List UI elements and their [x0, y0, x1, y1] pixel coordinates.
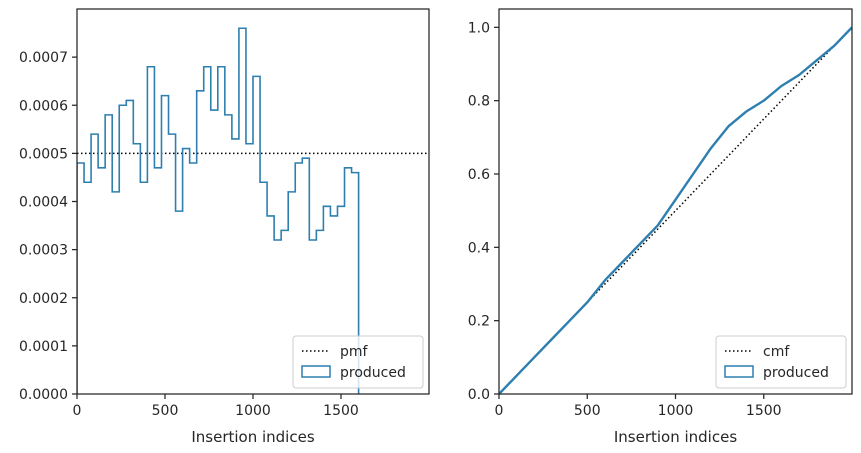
right-y-ticks: 0.0 0.2 0.4 0.6 0.8 1.0	[468, 20, 499, 403]
left-y-tick-label: 0.0003	[19, 243, 68, 259]
left-x-axis-label: Insertion indices	[191, 428, 314, 446]
left-y-tick-label: 0.0001	[19, 339, 68, 355]
right-y-tick-label: 0.0	[468, 387, 490, 403]
right-legend-produced-label: produced	[763, 365, 829, 381]
left-legend: pmf produced	[292, 335, 424, 389]
right-x-tick-label: 1500	[746, 403, 782, 419]
right-x-axis-label: Insertion indices	[614, 428, 737, 446]
right-plot-area	[499, 26, 852, 394]
left-legend-produced-label: produced	[340, 365, 406, 381]
produced-cumulative-line	[499, 26, 852, 394]
right-legend: cmf produced	[715, 335, 847, 389]
left-x-tick-label: 0	[73, 403, 82, 419]
right-x-tick-label: 1000	[658, 403, 694, 419]
right-y-tick-label: 0.8	[468, 94, 490, 110]
left-y-tick-label: 0.0004	[19, 195, 68, 211]
left-legend-produced-swatch	[301, 365, 331, 378]
left-x-tick-label: 1500	[323, 403, 359, 419]
produced-step-histogram	[77, 27, 360, 394]
right-y-tick-label: 1.0	[468, 20, 490, 36]
left-y-ticks: 0.0000 0.0001 0.0002 0.0003 0.0004 0.0005 0.00…	[19, 50, 77, 403]
left-legend-box	[292, 335, 424, 389]
left-y-tick-label: 0.0002	[19, 291, 68, 307]
left-legend-pmf-label: pmf	[340, 344, 369, 360]
left-x-ticks: 0 500 1000 1500	[73, 394, 359, 419]
left-y-tick-label: 0.0006	[19, 98, 68, 114]
left-x-tick-label: 1000	[235, 403, 271, 419]
right-legend-produced-swatch	[724, 365, 754, 378]
right-y-tick-label: 0.2	[468, 314, 490, 330]
right-x-tick-label: 500	[574, 403, 601, 419]
right-x-tick-label: 0	[495, 403, 504, 419]
left-plot-area	[77, 27, 429, 394]
left-histogram-panel: 0 500 1000 1500 0.00000.00010.00020.00030.0…	[19, 8, 430, 446]
left-x-tick-label: 500	[152, 403, 179, 419]
right-legend-cmf-label: cmf	[763, 344, 790, 360]
left-y-tick-label: 0.0005	[19, 146, 68, 162]
right-y-tick-label: 0.6	[468, 167, 490, 183]
right-legend-box	[715, 335, 847, 389]
left-y-tick-label: 0.0007	[19, 50, 68, 66]
right-cumulative-panel: 0 500 1000 1500 0.0 0.2 0.4 0.6 0.8 1.0 Insertio…	[468, 8, 853, 446]
right-x-ticks: 0 500 1000 1500	[495, 394, 782, 419]
right-y-tick-label: 0.4	[468, 240, 490, 256]
left-y-tick-label: 0.0000	[19, 387, 68, 403]
